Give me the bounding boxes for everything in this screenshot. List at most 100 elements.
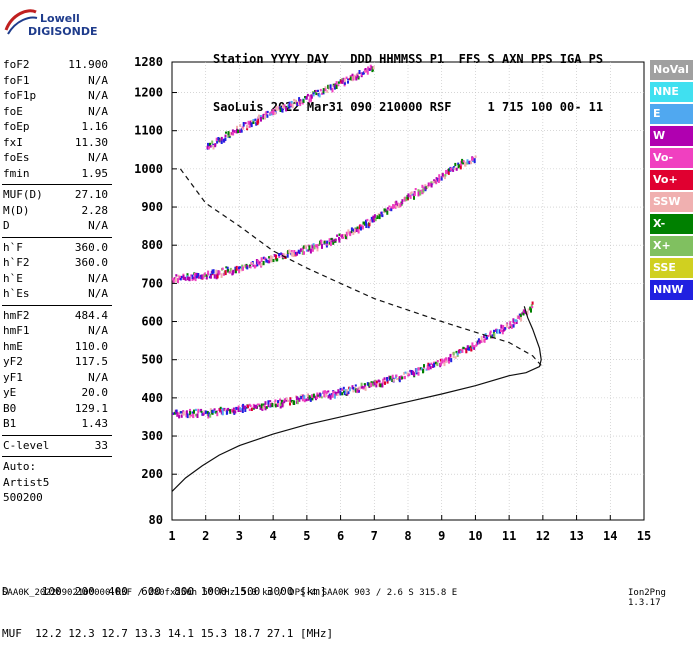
echo-point (197, 276, 200, 279)
echo-point (203, 272, 206, 276)
echo-point (403, 375, 406, 380)
echo-point (510, 324, 513, 329)
echo-point (227, 269, 230, 273)
echo-point (283, 253, 286, 257)
echo-point (287, 250, 290, 254)
echo-point (311, 248, 314, 252)
echo-point (448, 168, 450, 172)
y-tick-label: 1200 (134, 86, 163, 100)
echo-point (452, 355, 455, 358)
echo-point (226, 410, 229, 414)
echo-point (305, 398, 308, 402)
echo-point (445, 360, 448, 363)
legend-item-nne: NNE (650, 82, 693, 102)
echo-point (264, 406, 267, 411)
echo-point (425, 186, 428, 189)
echo-point (281, 402, 284, 408)
echo-point (328, 240, 331, 245)
echo-point (315, 92, 318, 96)
echo-point (441, 359, 444, 364)
echo-point (355, 228, 358, 232)
echo-point (341, 78, 344, 81)
echo-point (468, 160, 471, 164)
echo-point (264, 401, 267, 405)
echo-point (364, 68, 367, 71)
echo-point (401, 376, 404, 380)
echo-point (483, 335, 485, 339)
echo-point (234, 410, 237, 414)
echo-point (327, 395, 330, 399)
echo-point (223, 407, 226, 411)
echo-point (292, 253, 295, 258)
echo-point (181, 275, 183, 279)
echo-point (374, 379, 377, 383)
echo-point (424, 184, 427, 189)
echo-point (391, 378, 394, 382)
echo-point (335, 81, 338, 85)
echo-point (224, 409, 227, 412)
param-name: yF2 (3, 355, 23, 368)
param-name: hmF1 (3, 324, 30, 337)
echo-point (304, 244, 307, 250)
echo-point (508, 326, 511, 329)
echo-point (329, 241, 332, 247)
echo-point (457, 349, 460, 354)
legend-item-noval: NoVal (650, 60, 693, 80)
echo-point (221, 407, 224, 411)
echo-point (293, 98, 296, 102)
echo-point (249, 404, 252, 408)
echo-point (383, 379, 386, 384)
echo-point (182, 411, 185, 416)
param-row: C-level 33 (2, 439, 110, 455)
echo-point (513, 319, 516, 322)
echo-point (378, 214, 381, 220)
echo-point (258, 114, 260, 119)
echo-point (176, 411, 179, 417)
echo-point (381, 214, 384, 218)
x-tick-label: 2 (202, 529, 209, 543)
echo-point (349, 232, 352, 237)
echo-point (220, 273, 223, 278)
echo-point (392, 204, 395, 209)
echo-point (205, 274, 208, 277)
echo-point (369, 64, 372, 69)
param-row: hmF2 484.4 (2, 309, 110, 325)
echo-point (435, 361, 437, 365)
echo-point (379, 383, 382, 388)
echo-point (493, 329, 495, 333)
echo-point (232, 407, 235, 410)
echo-point (329, 395, 332, 400)
param-value: 360.0 (74, 256, 108, 269)
echo-point (331, 87, 334, 93)
echo-point (178, 415, 181, 419)
echo-point (404, 371, 407, 374)
echo-point (515, 319, 518, 322)
echo-point (246, 125, 249, 129)
echo-point (347, 391, 350, 394)
echo-point (244, 408, 247, 412)
echo-point (339, 387, 342, 391)
echo-point (369, 220, 372, 223)
legend-item-xminus: X- (650, 214, 693, 234)
echo-point (415, 372, 418, 375)
echo-point (173, 411, 176, 415)
echo-point (399, 376, 401, 379)
echo-point (285, 106, 288, 112)
echo-point (298, 100, 300, 105)
echo-point (466, 159, 469, 164)
echo-point (326, 240, 329, 244)
echo-point (430, 183, 433, 188)
echo-point (314, 244, 317, 248)
y-tick-label: 400 (141, 391, 163, 405)
echo-point (264, 114, 266, 120)
echo-point (338, 233, 341, 236)
echo-point (207, 142, 209, 148)
echo-point (422, 370, 424, 374)
param-row: foF2 11.900 (2, 58, 110, 74)
echo-point (358, 386, 361, 391)
param-name: foE (3, 104, 23, 118)
param-row: foF1 N/A (2, 74, 110, 90)
echo-point (243, 265, 246, 268)
echo-point (322, 390, 325, 394)
echo-point (319, 393, 322, 397)
